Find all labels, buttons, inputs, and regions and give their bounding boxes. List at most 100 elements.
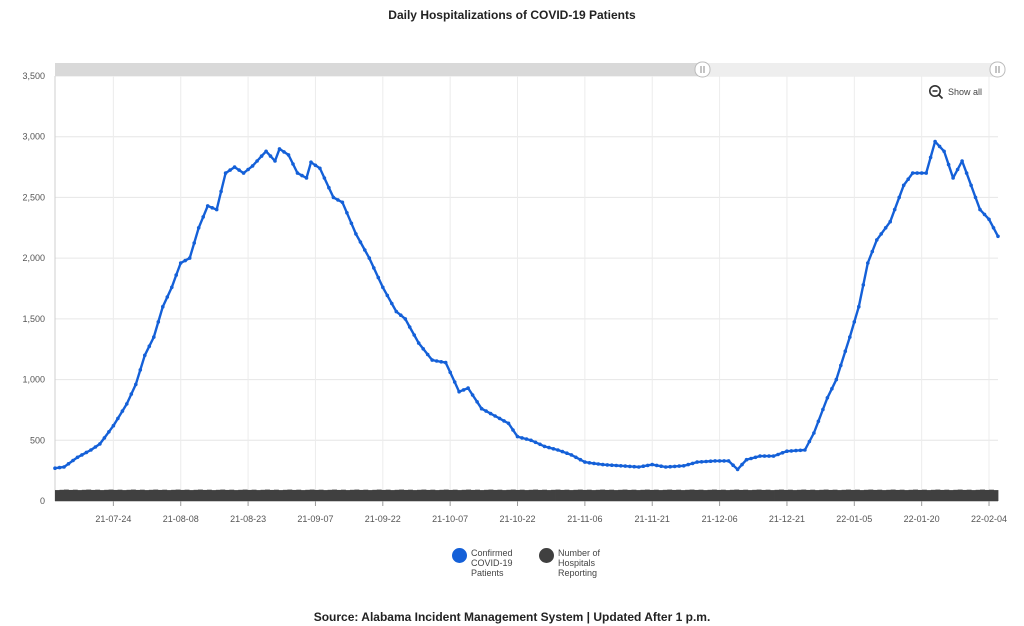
- confirmed-point[interactable]: [933, 139, 937, 144]
- confirmed-point[interactable]: [170, 285, 174, 290]
- confirmed-point[interactable]: [259, 154, 264, 158]
- confirmed-point[interactable]: [650, 462, 654, 467]
- confirmed-point[interactable]: [547, 445, 551, 450]
- navigator-handle-right[interactable]: [989, 61, 1006, 78]
- confirmed-point[interactable]: [470, 393, 475, 397]
- confirmed-point[interactable]: [174, 273, 178, 277]
- confirmed-point[interactable]: [295, 171, 300, 175]
- confirmed-point[interactable]: [255, 159, 259, 163]
- confirmed-point[interactable]: [677, 464, 681, 468]
- confirmed-point[interactable]: [879, 232, 883, 236]
- confirmed-point[interactable]: [502, 419, 506, 423]
- confirmed-point[interactable]: [888, 219, 892, 224]
- confirmed-point[interactable]: [80, 453, 84, 457]
- confirmed-point[interactable]: [785, 449, 789, 454]
- confirmed-point[interactable]: [345, 211, 349, 215]
- confirmed-point[interactable]: [443, 360, 448, 365]
- confirmed-point[interactable]: [412, 333, 417, 337]
- confirmed-point[interactable]: [623, 464, 628, 468]
- confirmed-point[interactable]: [776, 452, 780, 457]
- confirmed-point[interactable]: [605, 463, 610, 467]
- confirmed-point[interactable]: [713, 459, 717, 463]
- confirmed-point[interactable]: [996, 234, 1000, 239]
- confirmed-point[interactable]: [919, 171, 924, 175]
- confirmed-point[interactable]: [672, 464, 677, 469]
- confirmed-point[interactable]: [969, 183, 973, 188]
- confirmed-point[interactable]: [354, 232, 358, 236]
- confirmed-point[interactable]: [205, 204, 210, 208]
- confirmed-point[interactable]: [385, 293, 390, 298]
- confirmed-point[interactable]: [322, 176, 327, 180]
- confirmed-point[interactable]: [358, 240, 363, 244]
- confirmed-point[interactable]: [53, 466, 57, 471]
- confirmed-point[interactable]: [758, 454, 762, 458]
- confirmed-point[interactable]: [430, 358, 435, 362]
- confirmed-point[interactable]: [381, 285, 385, 290]
- confirmed-point[interactable]: [241, 171, 246, 175]
- confirmed-point[interactable]: [475, 400, 479, 404]
- confirmed-point[interactable]: [892, 207, 897, 212]
- confirmed-point[interactable]: [843, 349, 848, 354]
- confirmed-point[interactable]: [951, 176, 955, 180]
- confirmed-point[interactable]: [165, 295, 170, 299]
- confirmed-point[interactable]: [340, 200, 345, 205]
- confirmed-point[interactable]: [767, 454, 771, 458]
- confirmed-point[interactable]: [731, 463, 735, 468]
- confirmed-point[interactable]: [812, 431, 816, 435]
- confirmed-point[interactable]: [821, 407, 825, 412]
- confirmed-point[interactable]: [125, 402, 129, 406]
- confirmed-point[interactable]: [699, 460, 704, 464]
- confirmed-point[interactable]: [421, 347, 426, 351]
- confirmed-point[interactable]: [116, 416, 120, 421]
- confirmed-point[interactable]: [906, 177, 910, 181]
- confirmed-point[interactable]: [57, 465, 62, 470]
- confirmed-point[interactable]: [416, 341, 421, 345]
- confirmed-point[interactable]: [349, 221, 354, 226]
- confirmed-point[interactable]: [376, 275, 381, 280]
- confirmed-point[interactable]: [390, 301, 394, 306]
- confirmed-point[interactable]: [497, 416, 502, 421]
- confirmed-point[interactable]: [614, 463, 619, 468]
- confirmed-point[interactable]: [654, 463, 659, 468]
- confirmed-point[interactable]: [637, 465, 641, 469]
- confirmed-point[interactable]: [825, 396, 830, 400]
- confirmed-point[interactable]: [143, 353, 147, 358]
- confirmed-point[interactable]: [762, 454, 767, 458]
- confirmed-point[interactable]: [870, 249, 875, 254]
- confirmed-point[interactable]: [331, 195, 336, 200]
- confirmed-point[interactable]: [753, 455, 758, 460]
- confirmed-point[interactable]: [574, 455, 578, 460]
- confirmed-point[interactable]: [75, 455, 80, 460]
- confirmed-point[interactable]: [610, 463, 614, 468]
- confirmed-point[interactable]: [533, 440, 538, 445]
- confirmed-point[interactable]: [89, 448, 93, 452]
- confirmed-point[interactable]: [246, 167, 250, 172]
- navigator-handle-left[interactable]: [694, 61, 711, 78]
- confirmed-point[interactable]: [336, 198, 340, 202]
- confirmed-point[interactable]: [506, 421, 511, 426]
- confirmed-point[interactable]: [857, 304, 861, 309]
- confirmed-point[interactable]: [645, 463, 650, 468]
- confirmed-point[interactable]: [286, 153, 291, 157]
- confirmed-point[interactable]: [619, 464, 623, 468]
- confirmed-point[interactable]: [313, 163, 318, 168]
- confirmed-point[interactable]: [964, 171, 969, 175]
- confirmed-point[interactable]: [98, 442, 102, 446]
- confirmed-point[interactable]: [991, 226, 996, 230]
- confirmed-point[interactable]: [488, 411, 493, 416]
- confirmed-point[interactable]: [152, 335, 156, 339]
- confirmed-point[interactable]: [632, 464, 637, 469]
- confirmed-point[interactable]: [134, 382, 138, 387]
- confirmed-point[interactable]: [937, 144, 942, 149]
- confirmed-point[interactable]: [448, 370, 453, 375]
- confirmed-point[interactable]: [875, 238, 879, 242]
- confirmed-point[interactable]: [569, 453, 574, 457]
- confirmed-point[interactable]: [578, 457, 583, 462]
- navigator-track[interactable]: [703, 63, 998, 76]
- confirmed-point[interactable]: [232, 165, 237, 169]
- confirmed-point[interactable]: [987, 217, 991, 222]
- confirmed-point[interactable]: [928, 155, 933, 160]
- confirmed-point[interactable]: [84, 450, 89, 455]
- confirmed-point[interactable]: [372, 266, 376, 270]
- confirmed-point[interactable]: [704, 459, 708, 464]
